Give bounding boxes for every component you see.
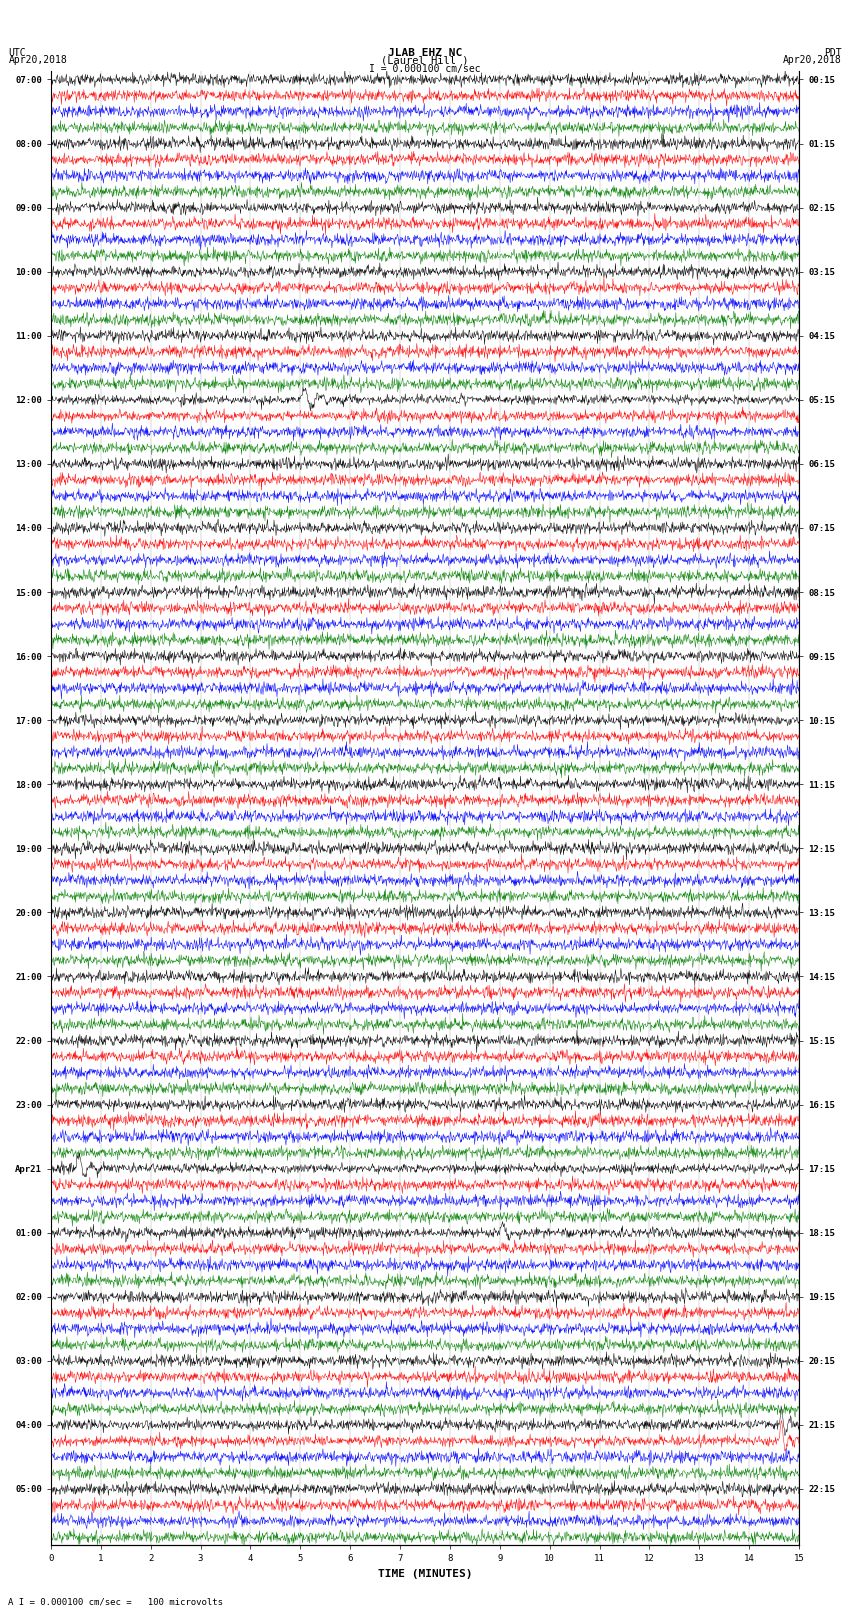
- Text: Apr20,2018: Apr20,2018: [8, 55, 67, 65]
- X-axis label: TIME (MINUTES): TIME (MINUTES): [377, 1569, 473, 1579]
- Text: A I = 0.000100 cm/sec =   100 microvolts: A I = 0.000100 cm/sec = 100 microvolts: [8, 1597, 224, 1607]
- Text: I = 0.000100 cm/sec: I = 0.000100 cm/sec: [369, 65, 481, 74]
- Text: UTC: UTC: [8, 47, 26, 58]
- Text: (Laurel Hill ): (Laurel Hill ): [382, 56, 468, 66]
- Text: PDT: PDT: [824, 47, 842, 58]
- Text: Apr20,2018: Apr20,2018: [783, 55, 842, 65]
- Text: JLAB EHZ NC: JLAB EHZ NC: [388, 47, 462, 58]
